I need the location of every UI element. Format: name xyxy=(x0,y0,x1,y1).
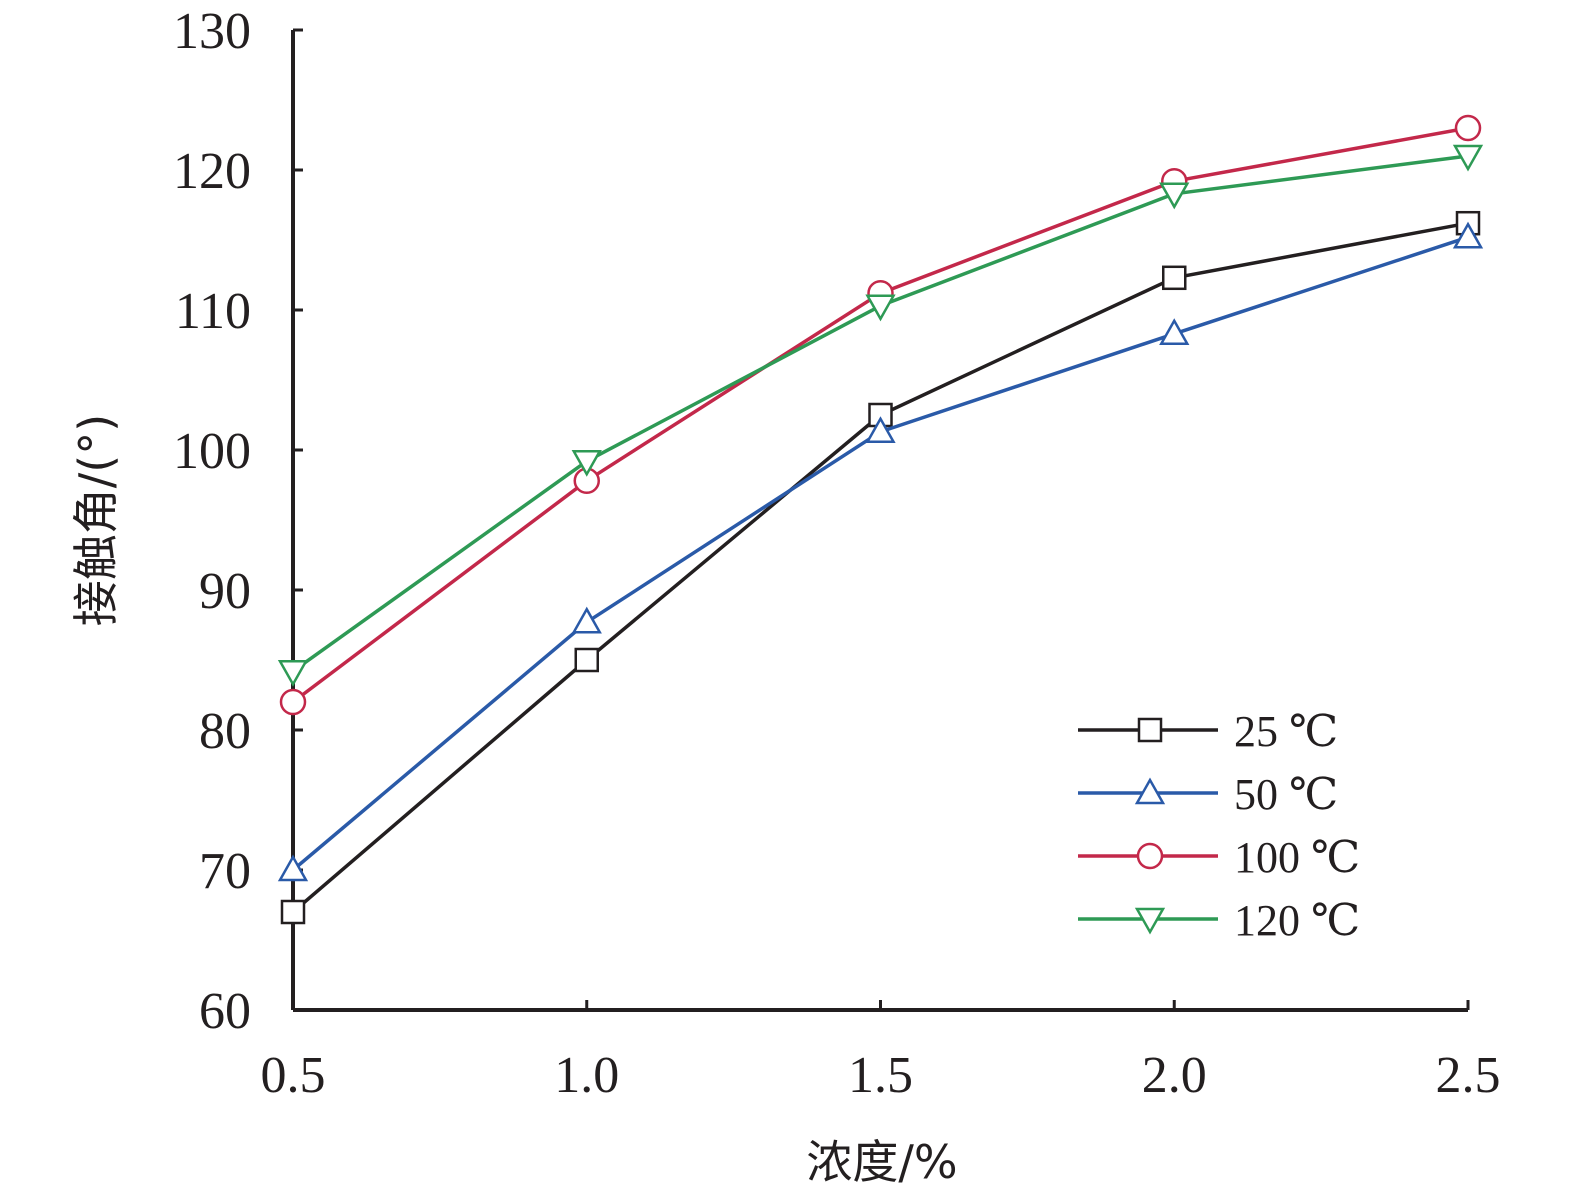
data-point xyxy=(571,449,602,477)
legend-label: 25 ℃ xyxy=(1234,707,1338,756)
legend-marker xyxy=(1136,842,1164,870)
legend-label: 50 ℃ xyxy=(1234,770,1338,819)
legend: 25 ℃ 50 ℃ 100 ℃ 120 ℃ xyxy=(1078,707,1360,945)
data-point xyxy=(279,688,307,716)
legend-item: 100 ℃ xyxy=(1078,833,1360,882)
y-tick-label: 90 xyxy=(199,563,251,620)
data-point xyxy=(1452,221,1484,249)
legend-marker xyxy=(1137,717,1163,743)
y-tick-label: 130 xyxy=(173,3,251,60)
legend-item: 120 ℃ xyxy=(1078,896,1360,945)
data-point xyxy=(277,854,309,882)
data-point xyxy=(574,647,599,673)
legend-label: 120 ℃ xyxy=(1234,896,1360,945)
legend-marker xyxy=(1134,907,1166,935)
y-tick-label: 120 xyxy=(173,143,251,200)
series-2 xyxy=(277,221,1484,882)
data-point xyxy=(1162,265,1187,291)
y-tick-label: 110 xyxy=(175,283,251,340)
data-point xyxy=(1159,182,1190,210)
legend-item: 25 ℃ xyxy=(1078,707,1338,756)
series-4 xyxy=(277,144,1484,687)
x-tick-label: 1.5 xyxy=(848,1047,913,1104)
axes: 60 70 80 90 100 110 120 130 0.5 1.0 1.5 2.0 2.5 xyxy=(173,3,1501,1104)
y-axis-title: 接触角/(°) xyxy=(69,414,123,626)
x-tick-label: 1.0 xyxy=(554,1047,619,1104)
y-tick-label: 70 xyxy=(199,843,251,900)
series-lines xyxy=(277,114,1484,925)
x-tick-label: 2.5 xyxy=(1436,1047,1501,1104)
data-point xyxy=(1452,144,1484,172)
data-point xyxy=(865,294,896,322)
data-point xyxy=(277,659,309,687)
y-tick-label: 60 xyxy=(199,983,251,1040)
x-tick-label: 2.0 xyxy=(1142,1047,1207,1104)
y-tick-label: 80 xyxy=(199,703,251,760)
y-tick-label: 100 xyxy=(173,423,251,480)
data-point xyxy=(1454,114,1482,142)
legend-marker xyxy=(1134,777,1166,805)
legend-item: 50 ℃ xyxy=(1078,770,1338,819)
data-point xyxy=(865,416,896,444)
data-point xyxy=(280,899,306,925)
data-point xyxy=(1159,318,1190,346)
x-axis-title: 浓度/% xyxy=(806,1135,957,1189)
data-point xyxy=(571,606,602,634)
legend-label: 100 ℃ xyxy=(1234,833,1360,882)
x-tick-label: 0.5 xyxy=(261,1047,326,1104)
series-1 xyxy=(280,210,1481,925)
